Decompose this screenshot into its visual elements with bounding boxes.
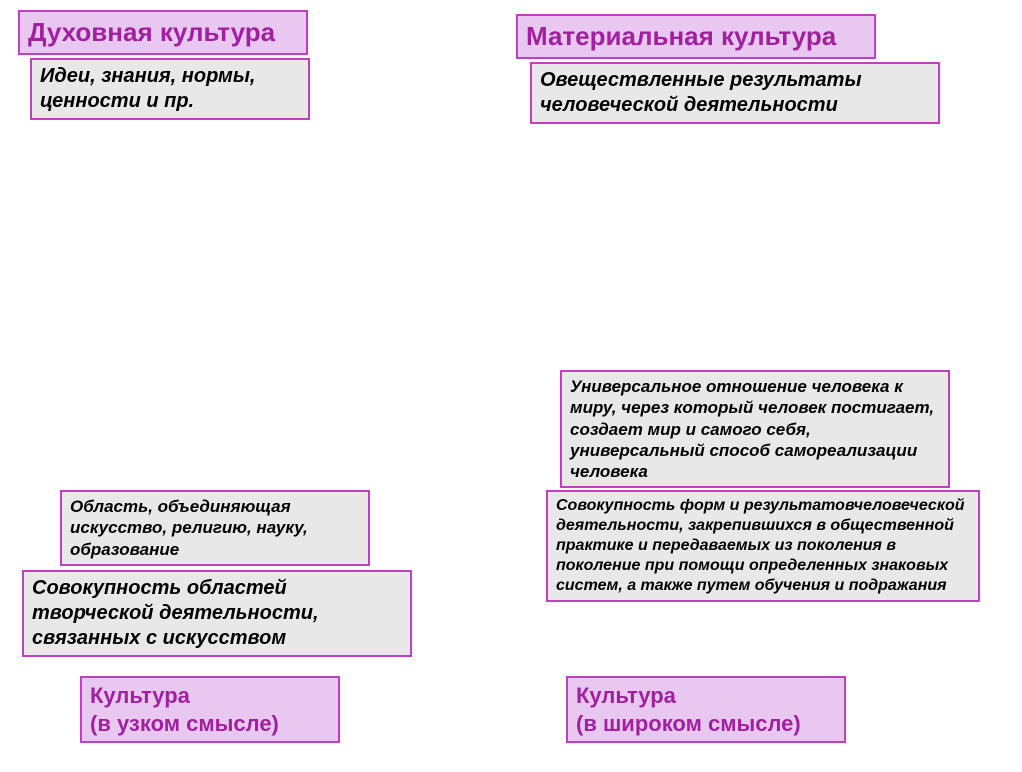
right-bottom-title: Культура (в широком смысле) <box>566 676 846 743</box>
left-box-1: Область, объединяющая искусство, религию… <box>60 490 370 566</box>
right-bottom-line2: (в широком смысле) <box>576 711 801 736</box>
right-box-2: Совокупность форм и результатовчеловечес… <box>546 490 980 602</box>
left-bottom-line2: (в узком смысле) <box>90 711 279 736</box>
left-box-2: Совокупность областей творческой деятель… <box>22 570 412 657</box>
left-bottom-line1: Культура <box>90 683 190 708</box>
left-bottom-title: Культура (в узком смысле) <box>80 676 340 743</box>
left-subtitle: Идеи, знания, нормы, ценности и пр. <box>30 58 310 120</box>
right-bottom-line1: Культура <box>576 683 676 708</box>
right-subtitle: Овеществленные результаты человеческой д… <box>530 62 940 124</box>
right-box-1: Универсальное отношение человека к миру,… <box>560 370 950 488</box>
right-title: Материальная культура <box>516 14 876 59</box>
left-title: Духовная культура <box>18 10 308 55</box>
